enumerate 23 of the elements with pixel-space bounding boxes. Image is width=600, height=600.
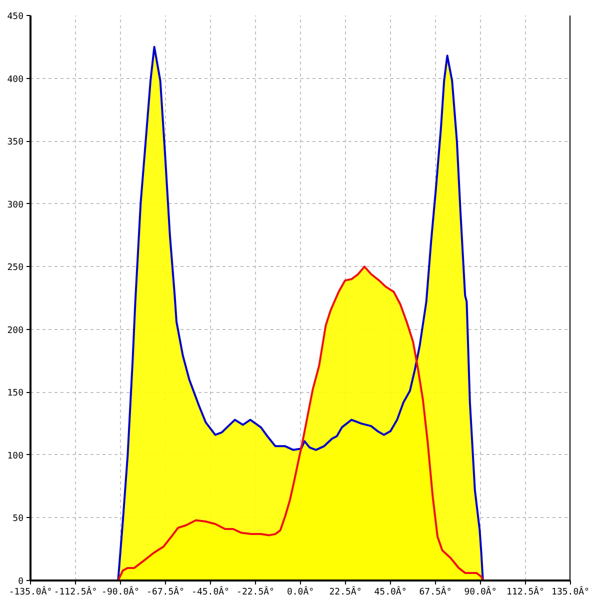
y-tick-label: 0 <box>18 577 24 587</box>
x-tick-label: -67.5Â° <box>146 586 184 598</box>
x-tick-label: -135.0Â° <box>8 586 52 598</box>
x-tick-label: 112.5Â° <box>506 586 544 598</box>
x-tick-label: 135.0Â° <box>552 586 590 598</box>
x-tick-label: 90.0Â° <box>464 586 497 598</box>
y-tick-label: 100 <box>7 451 24 462</box>
y-tick-label: 150 <box>7 388 24 399</box>
x-tick-label: -45.0Â° <box>192 586 230 598</box>
x-tick-label: -90.0Â° <box>102 586 140 598</box>
y-tick-label: 450 <box>7 12 24 22</box>
x-tick-label: 0.0Â° <box>286 586 314 598</box>
x-tick-label: 22.5Â° <box>329 586 362 598</box>
y-tick-label: 250 <box>7 263 24 274</box>
x-tick-label: 45.0Â° <box>374 586 407 598</box>
y-tick-label: 200 <box>7 326 24 336</box>
y-tick-label: 300 <box>7 200 24 210</box>
x-tick-label: 67.5Â° <box>419 586 452 598</box>
x-tick-label: -112.5Â° <box>54 586 98 598</box>
y-tick-label: 400 <box>7 74 24 85</box>
y-tick-label: 350 <box>7 138 24 148</box>
x-tick-label: -22.5Â° <box>236 586 274 598</box>
y-tick-label: 50 <box>12 514 24 524</box>
